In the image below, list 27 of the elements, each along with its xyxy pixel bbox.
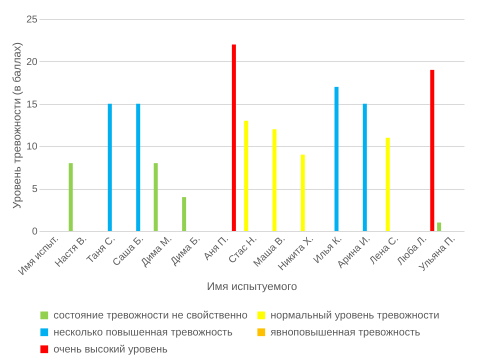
bar	[386, 138, 390, 231]
bar	[300, 154, 305, 231]
y-tick-label: 20	[26, 56, 38, 68]
legend-label: состояние тревожности не свойственно	[54, 309, 248, 322]
bar	[430, 70, 434, 231]
y-tick-label: 0	[32, 226, 38, 238]
bar	[108, 104, 112, 231]
legend-label: несколько повышенная тревожность	[54, 326, 234, 338]
legend-label: явноповышенная тревожность	[270, 326, 421, 338]
y-tick-label: 25	[26, 14, 38, 26]
bar	[136, 104, 140, 231]
legend-label: нормальный уровень тревожности	[270, 309, 440, 322]
legend-label: очень высокий уровень	[54, 343, 168, 356]
bar	[437, 222, 442, 231]
bar	[362, 104, 367, 231]
bar	[182, 197, 186, 231]
bar	[68, 163, 73, 231]
bar	[154, 163, 158, 231]
x-axis-title: Имя испытуемого	[206, 281, 298, 294]
bar	[272, 129, 276, 231]
bar	[334, 86, 339, 231]
bar	[232, 44, 236, 231]
y-tick-label: 10	[26, 142, 38, 153]
bar	[244, 120, 248, 231]
y-axis-title: Уровень тревожности (в баллах)	[11, 42, 24, 209]
y-tick-label: 15	[26, 99, 38, 110]
y-tick-label: 5	[32, 184, 38, 196]
